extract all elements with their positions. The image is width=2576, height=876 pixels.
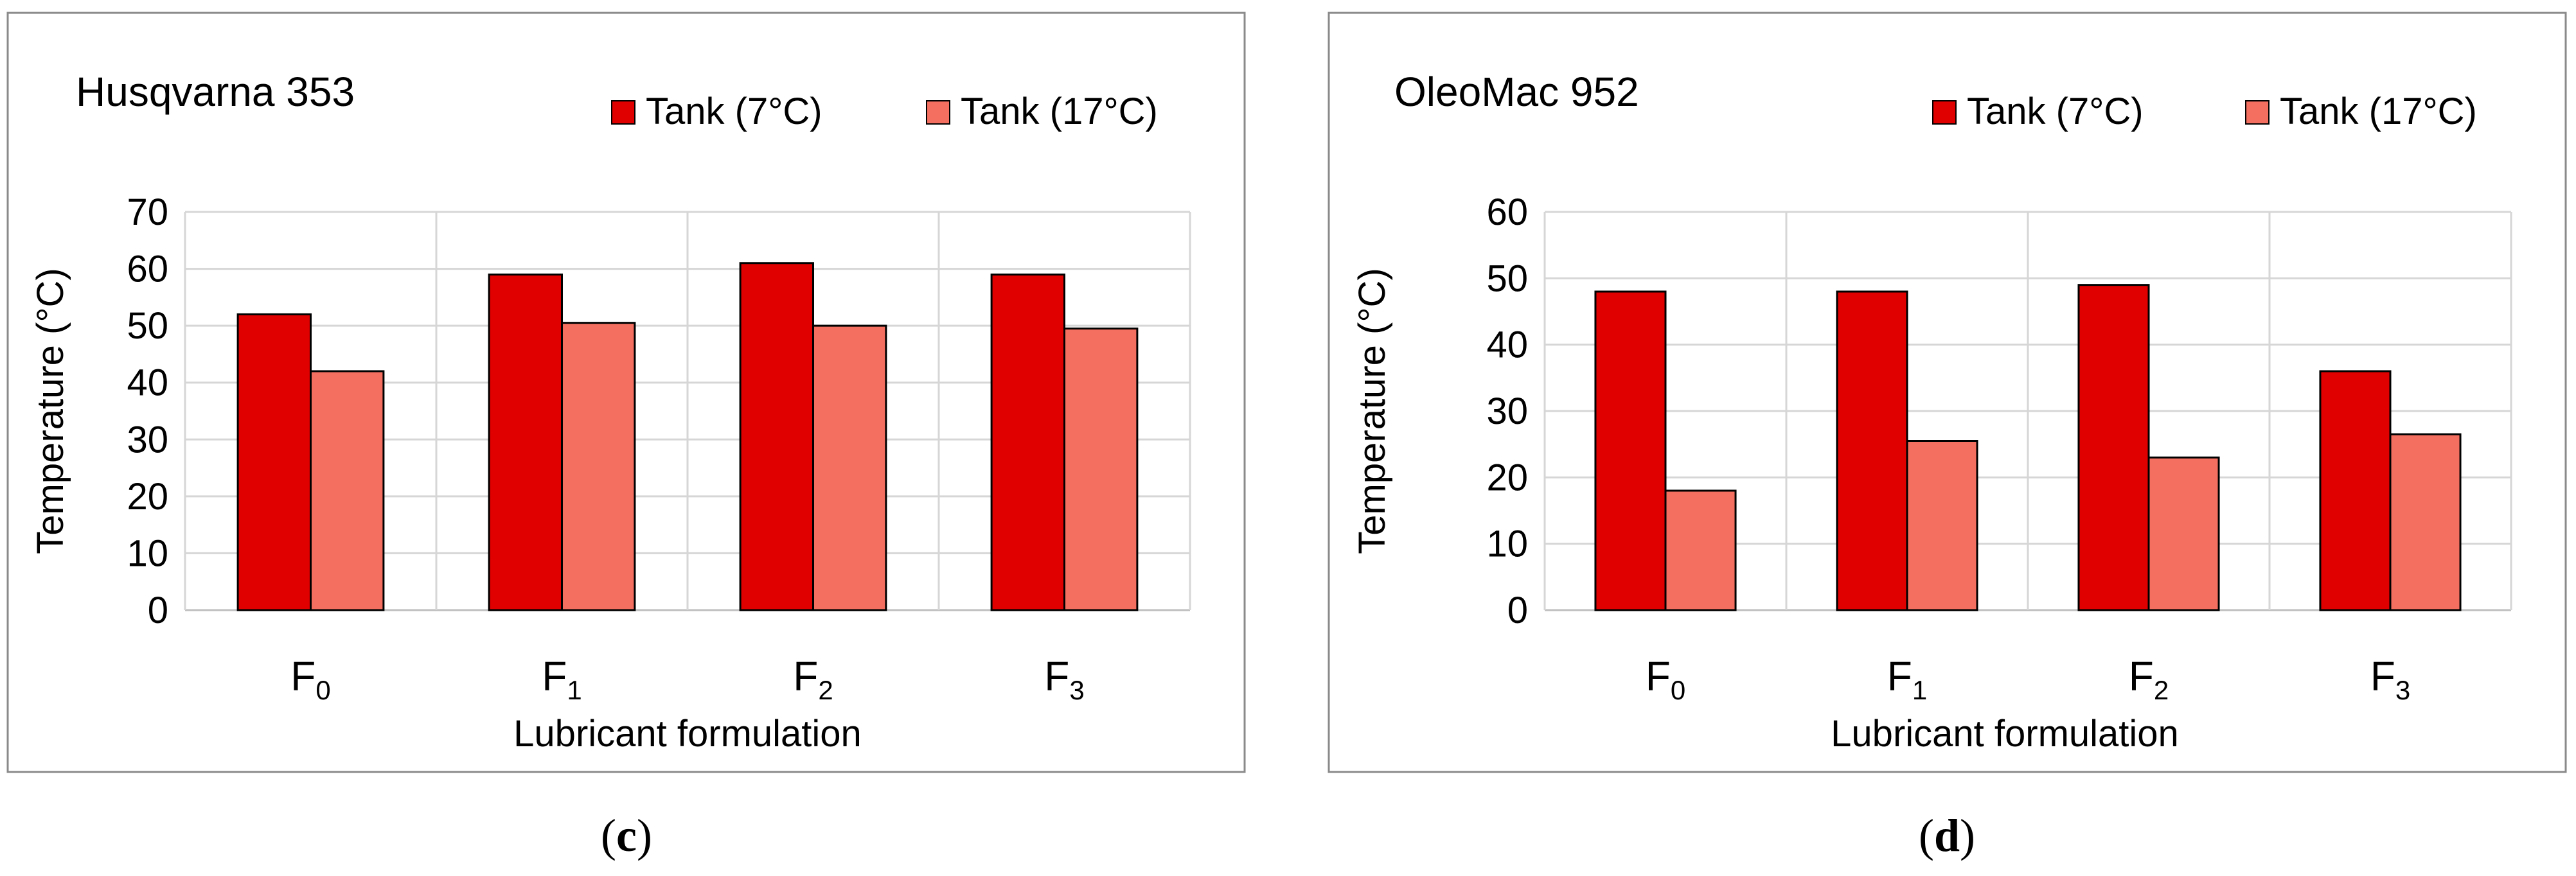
bar-tank-7c [739, 262, 814, 611]
caption-letter: c [616, 810, 637, 861]
category-label: F2 [2129, 653, 2169, 705]
category-label-subscript: 0 [315, 675, 330, 705]
panel-caption: (c) [601, 810, 652, 861]
y-tick-label: 50 [1486, 258, 1528, 299]
category-label-base: F [542, 653, 567, 699]
chart-title: Husqvarna 353 [76, 69, 355, 115]
category-label-subscript: 0 [1671, 675, 1685, 705]
category-labels: F0 F1 F2 F3 [1646, 653, 2410, 705]
category-label-base: F [1646, 653, 1671, 699]
legend-swatch-tank-7c [1932, 100, 1957, 125]
category-label: F0 [290, 653, 330, 705]
caption-close: ) [637, 810, 652, 861]
bar-tank-7c [990, 273, 1065, 611]
bar-tank-17c [1063, 328, 1139, 611]
y-tick-label: 30 [1486, 390, 1528, 432]
gridlines [1543, 211, 2512, 611]
y-tick-label: 0 [148, 590, 168, 631]
y-tick-label: 40 [127, 362, 168, 404]
x-axis-title: Lubricant formulation [513, 713, 862, 755]
y-tick-label: 30 [127, 419, 168, 460]
y-tick-label: 20 [127, 476, 168, 518]
bar-tank-17c [812, 324, 887, 611]
caption-open: ( [601, 810, 616, 861]
y-tick-label: 60 [127, 249, 168, 290]
y-tick-label: 10 [1486, 523, 1528, 565]
y-axis-title: Temperature (°C) [1351, 268, 1393, 554]
category-label-subscript: 1 [1912, 675, 1927, 705]
category-label: F3 [1044, 653, 1084, 705]
y-tick-label: 60 [1486, 191, 1528, 233]
y-tick-label: 70 [127, 191, 168, 233]
y-tick-label: 20 [1486, 457, 1528, 498]
bar-tank-7c [488, 273, 563, 611]
y-axis-title: Temperature (°C) [30, 268, 71, 554]
category-label: F0 [1646, 653, 1685, 705]
category-label-base: F [1887, 653, 1912, 699]
category-label-subscript: 1 [567, 675, 582, 705]
y-tick-labels: 0 10 20 30 40 50 60 70 [127, 191, 168, 631]
category-labels: F0 F1 F2 F3 [290, 653, 1084, 705]
category-label-base: F [793, 653, 818, 699]
bars [236, 262, 1139, 611]
legend: Tank (7°C) Tank (17°C) [1932, 91, 2477, 132]
caption-open: ( [1919, 810, 1934, 861]
bar-tank-17c [310, 370, 385, 611]
category-label-subscript: 2 [818, 675, 833, 705]
y-tick-labels: 0 10 20 30 40 50 60 [1486, 191, 1528, 631]
bar-tank-17c [561, 322, 636, 611]
category-label: F1 [1887, 653, 1927, 705]
bar-tank-7c [1594, 290, 1667, 611]
category-label-base: F [2129, 653, 2154, 699]
bar-tank-7c [1836, 290, 1908, 611]
category-label: F2 [793, 653, 833, 705]
legend: Tank (7°C) Tank (17°C) [611, 91, 1158, 132]
caption-close: ) [1960, 810, 1975, 861]
bar-tank-7c [236, 313, 312, 611]
category-label-subscript: 2 [2154, 675, 2169, 705]
caption-letter: d [1934, 810, 1960, 861]
category-label: F1 [542, 653, 582, 705]
legend-label-tank-17c: Tank (17°C) [961, 91, 1158, 132]
category-label-base: F [1044, 653, 1069, 699]
legend-swatch-tank-7c [611, 100, 635, 125]
y-tick-label: 50 [127, 305, 168, 347]
bars [1594, 284, 2462, 611]
y-tick-label: 0 [1507, 590, 1528, 631]
bar-tank-17c [1664, 489, 1737, 611]
category-label-base: F [2370, 653, 2395, 699]
category-label: F3 [2370, 653, 2410, 705]
legend-label-tank-17c: Tank (17°C) [2280, 91, 2477, 132]
bar-tank-17c [1906, 440, 1978, 611]
category-label-subscript: 3 [1069, 675, 1084, 705]
x-axis-title: Lubricant formulation [1831, 713, 2179, 755]
legend-swatch-tank-17c [926, 100, 950, 125]
y-tick-label: 10 [127, 532, 168, 574]
legend-label-tank-7c: Tank (7°C) [1967, 91, 2144, 132]
category-label-subscript: 3 [2395, 675, 2410, 705]
legend-label-tank-7c: Tank (7°C) [646, 91, 822, 132]
bar-tank-17c [2147, 456, 2220, 611]
y-tick-label: 40 [1486, 324, 1528, 366]
legend-swatch-tank-17c [2245, 100, 2270, 125]
category-label-base: F [290, 653, 315, 699]
panel-caption: (d) [1919, 810, 1975, 861]
bar-tank-7c [2319, 370, 2392, 611]
bar-tank-17c [2389, 433, 2462, 611]
chart-title: OleoMac 952 [1394, 69, 1639, 115]
bar-tank-7c [2077, 284, 2150, 611]
